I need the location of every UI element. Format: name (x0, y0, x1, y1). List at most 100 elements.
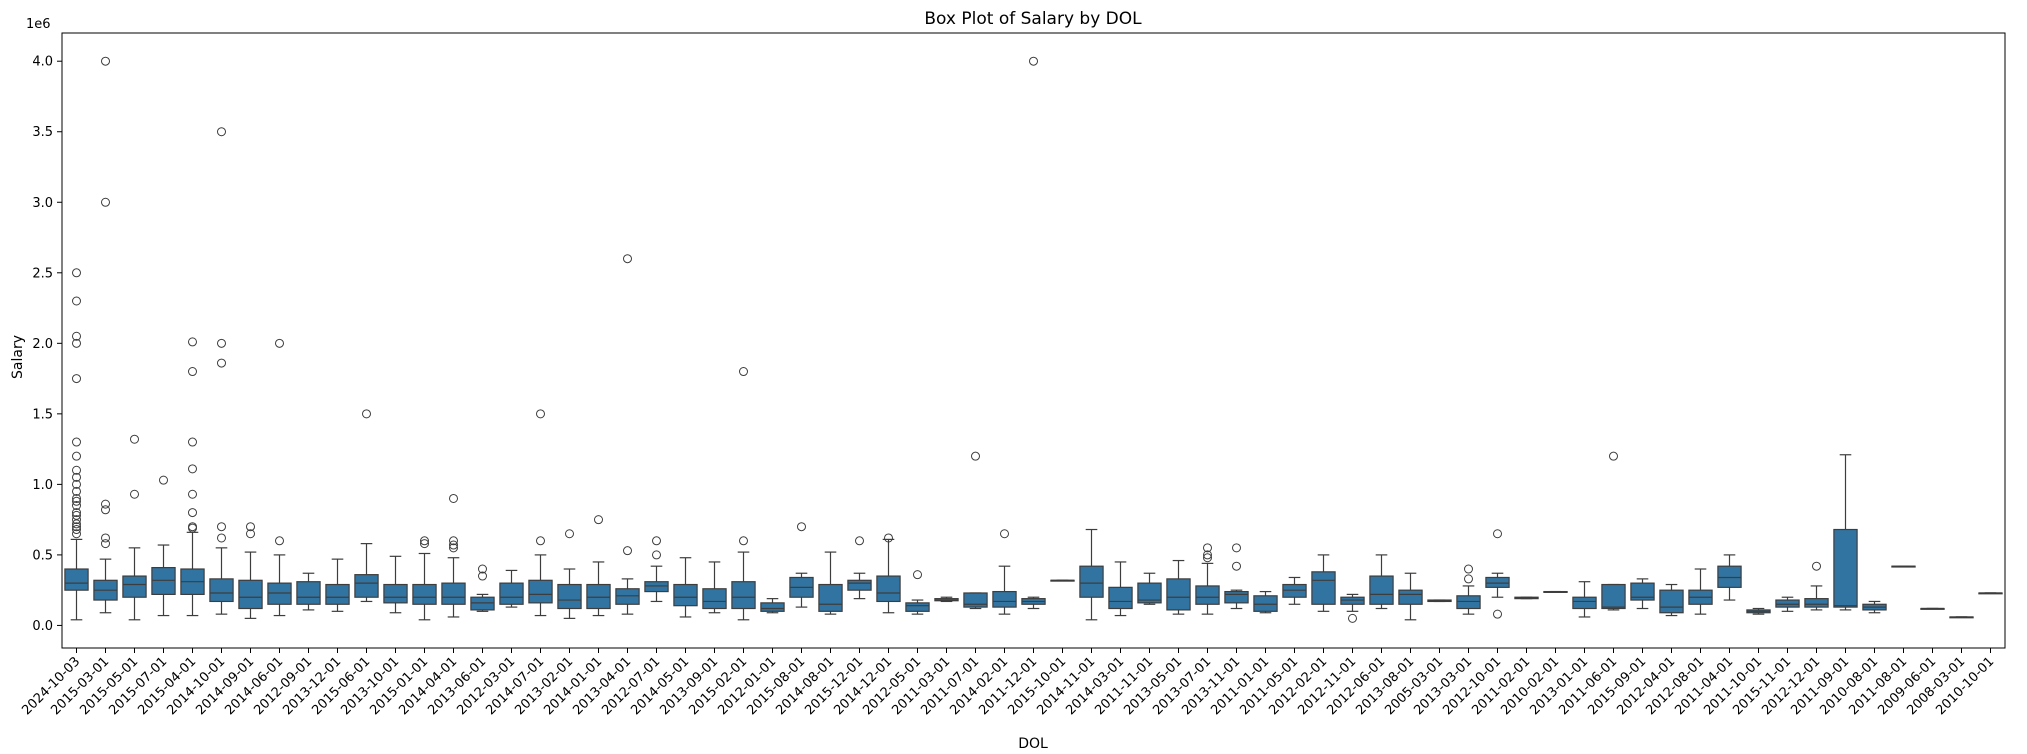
box-group (1978, 592, 2003, 595)
box-group (1833, 454, 1858, 611)
outlier-point (1609, 451, 1618, 461)
box-group (992, 529, 1017, 615)
box (586, 583, 611, 610)
outlier-point (1493, 609, 1502, 619)
box (412, 583, 437, 605)
box-group (1659, 583, 1684, 617)
outlier-point (478, 571, 487, 581)
box (1137, 582, 1162, 604)
box (557, 583, 582, 610)
outlier-point (217, 358, 226, 368)
box-group (963, 451, 988, 610)
outlier-point (449, 540, 458, 550)
outlier-point (72, 465, 81, 475)
box-group (1195, 543, 1220, 615)
box (470, 596, 495, 611)
outlier-point (1000, 529, 1009, 539)
box (1195, 585, 1220, 605)
box-group (1398, 572, 1423, 621)
outlier-point (913, 570, 922, 580)
box-group (905, 570, 930, 615)
outlier-point (1348, 613, 1357, 623)
box (1369, 575, 1394, 605)
outlier-point (362, 409, 371, 419)
box (441, 582, 466, 605)
outlier-point (188, 508, 197, 518)
outlier-point (188, 522, 197, 532)
box (876, 575, 901, 603)
box (1659, 589, 1684, 614)
box-group (1166, 559, 1191, 615)
outlier-point (449, 493, 458, 503)
box-group (673, 557, 698, 618)
outlier-point (72, 451, 81, 461)
box-group (122, 434, 147, 621)
outlier-point (536, 536, 545, 546)
outlier-point (72, 501, 81, 511)
box-group (1717, 554, 1742, 601)
y-tick-label: 3.0 (32, 196, 53, 211)
box-group (789, 522, 814, 608)
box-group (586, 515, 611, 617)
box-group (1891, 565, 1916, 568)
box-group (1311, 554, 1336, 612)
box-group (1804, 561, 1829, 611)
box (1108, 586, 1133, 610)
outlier-point (72, 331, 81, 341)
plot-frame (61, 32, 2006, 649)
box (151, 566, 176, 595)
outlier-point (217, 533, 226, 543)
x-axis-label: DOL (1018, 736, 1048, 752)
box (1079, 565, 1104, 598)
outlier-point (72, 525, 81, 535)
outlier-point (217, 127, 226, 137)
box-group (412, 536, 437, 621)
outlier-point (739, 536, 748, 546)
outlier-point (101, 56, 110, 66)
outlier-point (275, 338, 284, 348)
outlier-point (420, 539, 429, 549)
box (818, 583, 843, 612)
outlier-point (1203, 550, 1212, 560)
box-group (238, 522, 263, 619)
box (1253, 595, 1278, 612)
box-group (180, 337, 205, 617)
box-group (1137, 572, 1162, 605)
box-group (1514, 596, 1539, 600)
outlier-point (72, 522, 81, 532)
y-axis: 0.0 0.5 1.0 1.5 2.0 2.5 3.0 3.5 4.0 (32, 55, 62, 634)
outlier-point (188, 464, 197, 474)
box-group (1485, 529, 1510, 619)
outlier-point (1464, 574, 1473, 584)
box-group (528, 409, 553, 617)
box-group (499, 569, 524, 608)
box-group (644, 536, 669, 603)
outlier-point (884, 533, 893, 543)
box-group (1369, 554, 1394, 610)
box (1630, 582, 1655, 601)
box-group (1079, 528, 1104, 621)
box-group (1021, 56, 1046, 610)
box-group (1630, 578, 1655, 610)
box (122, 575, 147, 598)
box (992, 590, 1017, 608)
outlier-point (72, 508, 81, 518)
outlier-point (188, 337, 197, 347)
box (1340, 596, 1365, 605)
outlier-point (449, 543, 458, 553)
box-group (1340, 593, 1365, 623)
y-axis-label: Salary (10, 335, 26, 379)
outlier-point (72, 268, 81, 278)
box (1601, 583, 1626, 610)
outlier-point (72, 515, 81, 525)
box-group (64, 268, 89, 621)
y-tick-label: 2.0 (32, 337, 53, 352)
outlier-point (72, 472, 81, 482)
box (731, 581, 756, 610)
y-tick-label: 0.5 (32, 548, 53, 563)
box (1775, 599, 1800, 608)
outlier-point (101, 197, 110, 207)
box (644, 581, 669, 593)
outlier-point (72, 338, 81, 348)
